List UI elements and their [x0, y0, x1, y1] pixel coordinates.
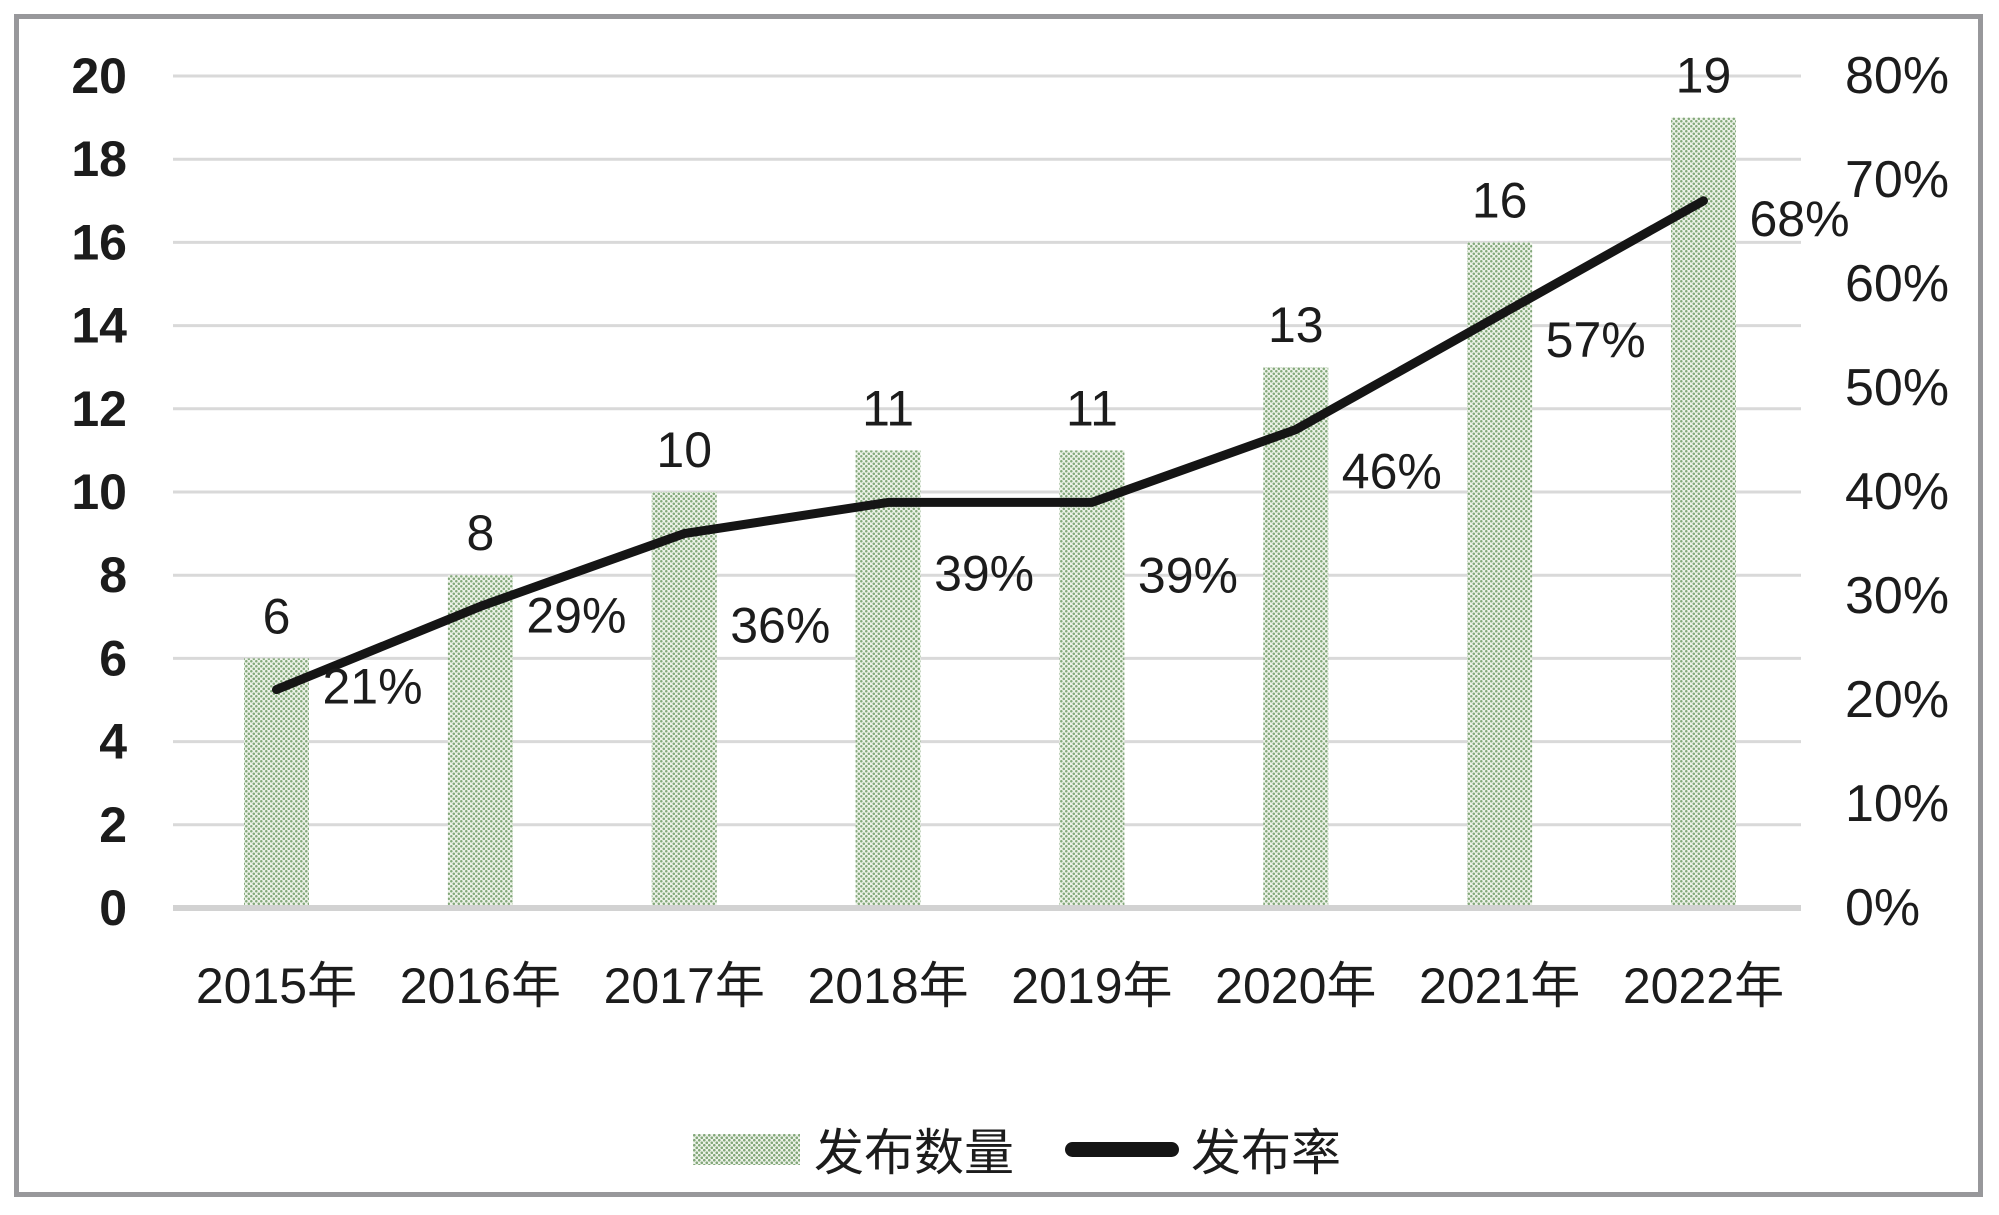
left-axis-tick: 14 — [71, 298, 127, 354]
bar-value-label: 6 — [263, 588, 291, 644]
bar-value-label: 11 — [862, 380, 914, 436]
legend-bar-label: 发布数量 — [814, 1125, 1014, 1181]
bar-value-label: 11 — [1066, 380, 1118, 436]
right-axis-tick: 20% — [1845, 671, 1949, 729]
bar — [855, 450, 921, 908]
left-axis-tick: 2 — [99, 797, 127, 853]
bar — [447, 575, 513, 908]
line-value-label: 29% — [526, 587, 626, 643]
line-value-label: 46% — [1342, 444, 1442, 500]
bar-value-label: 8 — [466, 505, 494, 561]
x-axis-label: 2022年 — [1623, 958, 1784, 1014]
right-axis-tick: 70% — [1845, 151, 1949, 209]
left-axis-tick: 0 — [99, 880, 127, 936]
line-value-label: 36% — [730, 598, 830, 654]
right-axis-tick: 80% — [1845, 47, 1949, 105]
left-axis-tick: 18 — [71, 131, 127, 187]
bar — [651, 492, 717, 908]
right-axis-tick: 30% — [1845, 567, 1949, 625]
x-axis-label: 2021年 — [1419, 958, 1580, 1014]
line-value-label: 57% — [1546, 312, 1646, 368]
line-value-label: 68% — [1749, 191, 1849, 247]
bar-value-label: 10 — [656, 422, 712, 478]
bar — [1263, 367, 1329, 908]
x-axis-label: 2017年 — [604, 958, 765, 1014]
right-axis-tick: 60% — [1845, 255, 1949, 313]
left-axis-tick: 4 — [99, 714, 127, 770]
right-axis-tick: 50% — [1845, 359, 1949, 417]
bar-value-label: 16 — [1472, 172, 1528, 228]
bar — [1059, 450, 1125, 908]
legend-line-label: 发布率 — [1191, 1125, 1341, 1181]
line-value-label: 21% — [323, 659, 423, 715]
legend-line-swatch — [1065, 1141, 1179, 1157]
left-axis-tick: 20 — [71, 48, 127, 104]
bar — [1670, 117, 1736, 909]
x-axis-label: 2020年 — [1215, 958, 1376, 1014]
left-axis-tick: 16 — [71, 214, 127, 270]
x-axis-label: 2015年 — [196, 958, 357, 1014]
left-axis-tick: 12 — [71, 381, 127, 437]
line-value-label: 39% — [1138, 547, 1238, 603]
x-axis-label: 2018年 — [807, 958, 968, 1014]
bar — [1467, 242, 1533, 908]
legend-bar-swatch — [693, 1133, 800, 1165]
trend-line — [272, 196, 1708, 695]
bar — [244, 658, 309, 908]
right-axis-tick: 0% — [1845, 879, 1920, 937]
right-axis-tick: 10% — [1845, 775, 1949, 833]
x-axis-label: 2016年 — [400, 958, 561, 1014]
line-value-label: 39% — [934, 545, 1034, 601]
left-axis-tick: 10 — [71, 464, 127, 520]
bar-value-label: 19 — [1676, 48, 1732, 104]
chart-frame — [14, 14, 1983, 1197]
x-axis-label: 2019年 — [1011, 958, 1172, 1014]
left-axis-tick: 8 — [99, 547, 127, 603]
chart-legend: 发布数量 发布率 — [693, 1118, 1341, 1181]
bar-value-label: 13 — [1268, 297, 1324, 353]
left-axis-tick: 6 — [99, 630, 127, 686]
right-axis-tick: 40% — [1845, 463, 1949, 521]
